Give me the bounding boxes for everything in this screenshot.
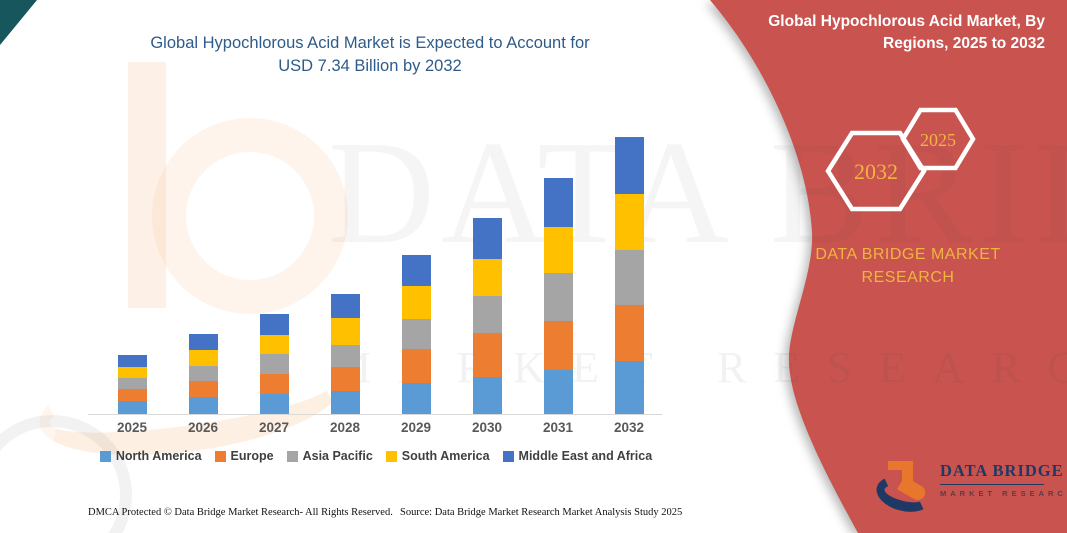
hexagon-2025-label: 2025	[920, 130, 956, 150]
bar-segment-2030-north-america	[472, 377, 502, 414]
hexagon-2032-label: 2032	[854, 159, 898, 184]
bar-segment-2031-europe	[543, 320, 573, 370]
bar-segment-2030-middle-east-and-africa	[472, 217, 502, 259]
legend-item-middle-east-and-africa: Middle East and Africa	[502, 449, 653, 463]
bar-segment-2028-europe	[330, 366, 360, 391]
logo-text-block: DATA BRIDGE MARKET RESEARCH	[940, 461, 1067, 498]
legend-marker-icon	[385, 450, 397, 462]
bar-segment-2025-asia-pacific	[117, 378, 147, 390]
x-axis-line	[88, 414, 662, 415]
bar-segment-2030-asia-pacific	[472, 295, 502, 333]
panel-title-line2: Regions, 2025 to 2032	[883, 35, 1045, 52]
bar-segment-2028-south-america	[330, 317, 360, 345]
bar-segment-2028-middle-east-and-africa	[330, 293, 360, 318]
bar-segment-2026-europe	[188, 381, 218, 398]
bar-segment-2032-north-america	[614, 361, 644, 414]
stacked-bar-2031	[543, 177, 573, 414]
footer-dmca-text: DMCA Protected © Data Bridge Market Rese…	[88, 507, 393, 518]
bar-segment-2032-south-america	[614, 194, 644, 251]
legend-marker-icon	[286, 450, 298, 462]
chart-title: Global Hypochlorous Acid Market is Expec…	[90, 32, 650, 78]
chart-title-line1: Global Hypochlorous Acid Market is Expec…	[150, 34, 590, 52]
stacked-bar-2030	[472, 217, 502, 414]
x-axis-label-2032: 2032	[613, 420, 645, 435]
bar-segment-2029-middle-east-and-africa	[401, 255, 431, 287]
x-axis-label-2026: 2026	[187, 420, 219, 435]
legend-item-north-america: North America	[99, 449, 202, 463]
panel-brand-line1: DATA BRIDGE MARKET	[815, 246, 1001, 263]
bar-segment-2027-europe	[259, 374, 289, 394]
bar-segment-2026-middle-east-and-africa	[188, 334, 218, 351]
bar-segment-2027-south-america	[259, 335, 289, 354]
x-axis-label-2029: 2029	[400, 420, 432, 435]
bar-segment-2029-south-america	[401, 286, 431, 319]
logo-subtitle: MARKET RESEARCH	[940, 489, 1067, 498]
bar-segment-2026-south-america	[188, 350, 218, 367]
panel-brand-line2: RESEARCH	[861, 269, 955, 286]
logo-hook-shape	[888, 461, 912, 470]
stacked-bar-2027	[259, 314, 289, 414]
bar-segment-2032-middle-east-and-africa	[614, 137, 644, 195]
stacked-bar-2025	[117, 355, 147, 414]
x-axis-label-2025: 2025	[116, 420, 148, 435]
bar-segment-2029-asia-pacific	[401, 318, 431, 350]
bar-segment-2025-middle-east-and-africa	[117, 355, 147, 368]
bar-segment-2029-europe	[401, 349, 431, 384]
bar-segment-2029-north-america	[401, 383, 431, 414]
year-hexagons: 2025 2032	[825, 107, 976, 212]
legend-label: South America	[401, 449, 490, 463]
bar-segment-2032-asia-pacific	[614, 250, 644, 306]
stacked-bar-2029	[401, 255, 431, 414]
bar-segment-2025-south-america	[117, 367, 147, 379]
bar-segment-2025-europe	[117, 389, 147, 402]
bar-segment-2031-middle-east-and-africa	[543, 177, 573, 227]
bar-segment-2031-south-america	[543, 226, 573, 273]
legend-label: Asia Pacific	[302, 449, 373, 463]
x-axis-labels: 2025 2026 2027 2028 2029 2030 2031 2032	[88, 420, 662, 440]
x-axis-label-2030: 2030	[471, 420, 503, 435]
bar-segment-2028-asia-pacific	[330, 344, 360, 367]
logo-stem-shape	[902, 461, 913, 490]
bar-segment-2026-north-america	[188, 397, 218, 414]
legend-label: Europe	[230, 449, 274, 463]
legend-marker-icon	[214, 450, 226, 462]
panel-title: Global Hypochlorous Acid Market, By Regi…	[715, 11, 1045, 55]
bar-segment-2027-asia-pacific	[259, 354, 289, 374]
legend-item-south-america: South America	[385, 449, 490, 463]
bar-segment-2027-middle-east-and-africa	[259, 314, 289, 336]
x-axis-label-2031: 2031	[542, 420, 574, 435]
bar-segment-2031-north-america	[543, 369, 573, 414]
stacked-bar-2032	[614, 137, 644, 414]
legend-label: North America	[115, 449, 202, 463]
legend-item-europe: Europe	[214, 449, 274, 463]
legend-marker-icon	[99, 450, 111, 462]
bar-segment-2030-south-america	[472, 258, 502, 296]
chart-legend: North America Europe Asia Pacific South Ame…	[82, 449, 670, 463]
bar-segment-2025-north-america	[117, 401, 147, 414]
footer-source-text: Source: Data Bridge Market Research Mark…	[400, 507, 683, 518]
x-axis-label-2027: 2027	[258, 420, 290, 435]
logo-name: DATA BRIDGE	[940, 461, 1063, 485]
bar-segment-2030-europe	[472, 332, 502, 378]
x-axis-label-2028: 2028	[329, 420, 361, 435]
panel-brand-text: DATA BRIDGE MARKET RESEARCH	[788, 243, 1028, 289]
bar-segment-2031-asia-pacific	[543, 272, 573, 321]
stacked-bar-2028	[330, 293, 360, 414]
databridge-logo-icon	[872, 455, 936, 518]
legend-marker-icon	[502, 450, 514, 462]
bar-segment-2032-europe	[614, 305, 644, 362]
legend-label: Middle East and Africa	[518, 449, 653, 463]
bar-segment-2026-asia-pacific	[188, 366, 218, 382]
bar-segment-2027-north-america	[259, 394, 289, 414]
stacked-bar-2026	[188, 334, 218, 414]
hexagon-2032	[825, 130, 927, 212]
legend-item-asia-pacific: Asia Pacific	[286, 449, 373, 463]
panel-title-line1: Global Hypochlorous Acid Market, By	[768, 13, 1045, 30]
databridge-logo: DATA BRIDGE MARKET RESEARCH	[872, 455, 1067, 518]
chart-title-line2: USD 7.34 Billion by 2032	[278, 57, 462, 75]
bar-segment-2028-north-america	[330, 390, 360, 414]
bar-chart	[88, 134, 662, 415]
